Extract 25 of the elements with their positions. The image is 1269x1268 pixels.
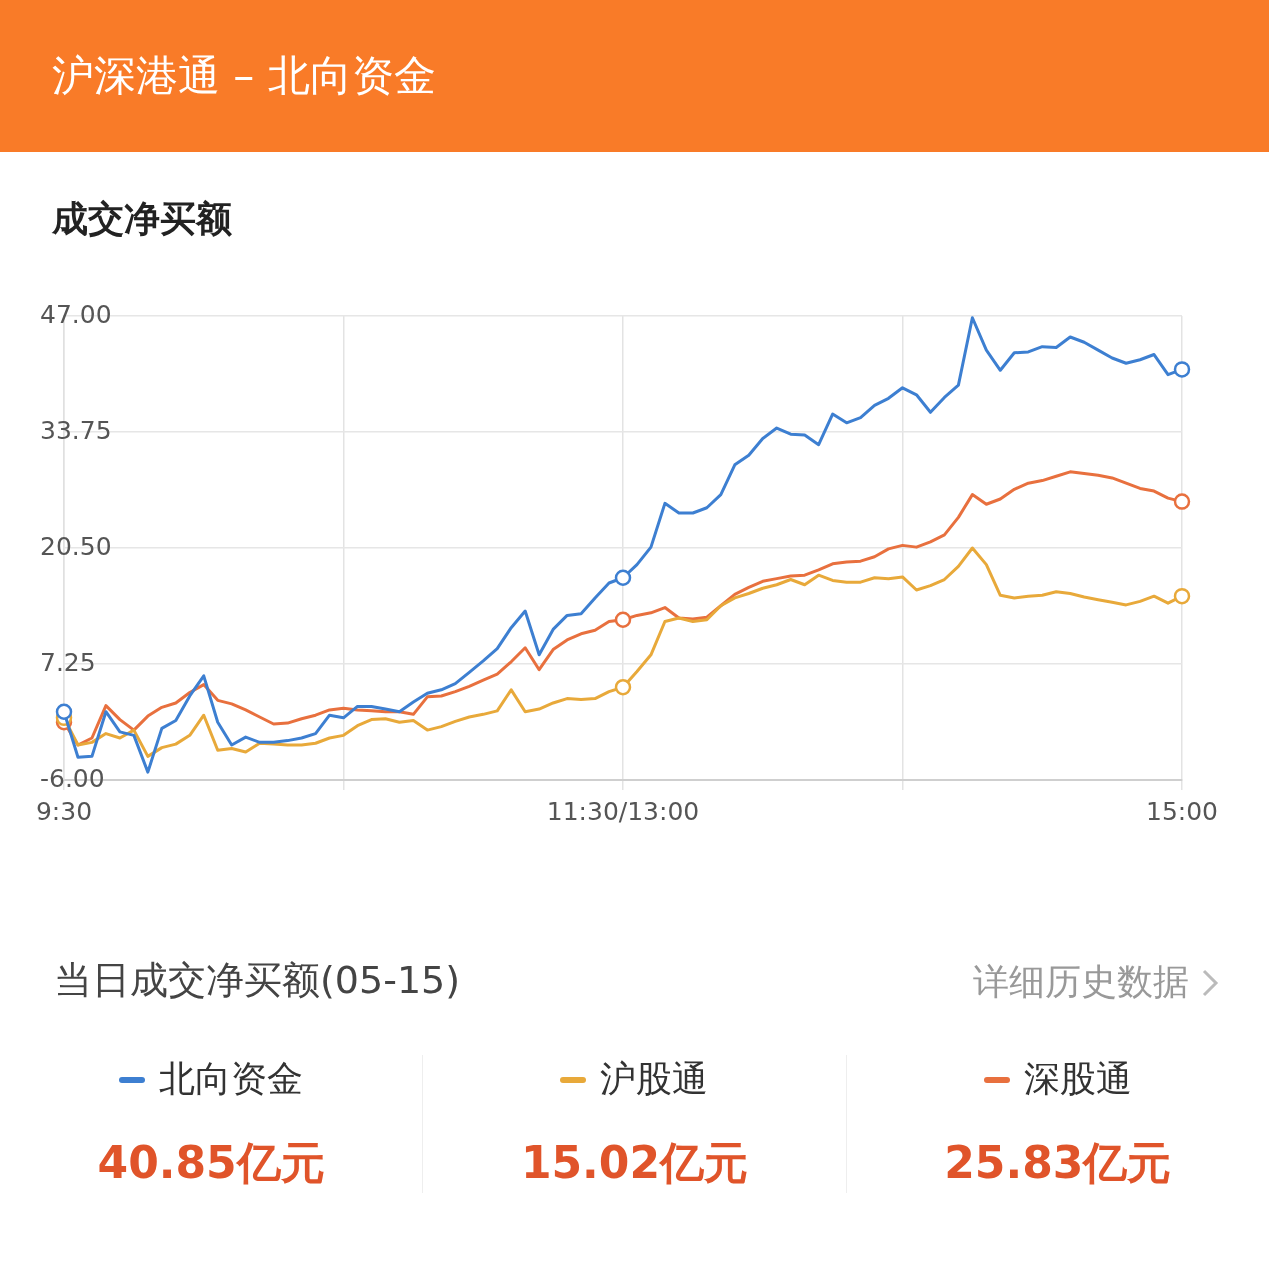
x-tick-label: 11:30/13:00 [546,796,700,826]
point [614,569,632,587]
text: 详细历史数据 [973,960,1189,1004]
y-tick-label: 7.25 [40,647,96,677]
y-tick-label: 33.75 [40,415,112,445]
y-tick-label: -6.00 [40,763,105,793]
y-tick-label: 20.50 [40,531,112,561]
x-tick-label: 15:00 [1145,796,1219,826]
legend-label: 北向资金 [159,1057,304,1101]
point [614,611,632,629]
legend-label: 沪股通 [600,1057,709,1101]
point [1173,493,1191,510]
x-tick-label: 9:30 [35,796,93,826]
point [614,678,632,696]
legend-label: 深股通 [1023,1057,1132,1101]
y-tick-label: 47.00 [40,299,112,329]
text: 15.02亿元 [520,1136,749,1190]
point [1173,361,1191,378]
text: 25.83亿元 [944,1136,1172,1190]
chart-subtitle: 成交净买额 [52,197,232,241]
point [55,703,73,720]
chart-title: 沪深港通 – 北向资金 [52,50,436,102]
text: 40.85亿元 [97,1136,325,1190]
point [1173,587,1191,605]
legend-title: 当日成交净买额(05-15) [54,957,461,1004]
